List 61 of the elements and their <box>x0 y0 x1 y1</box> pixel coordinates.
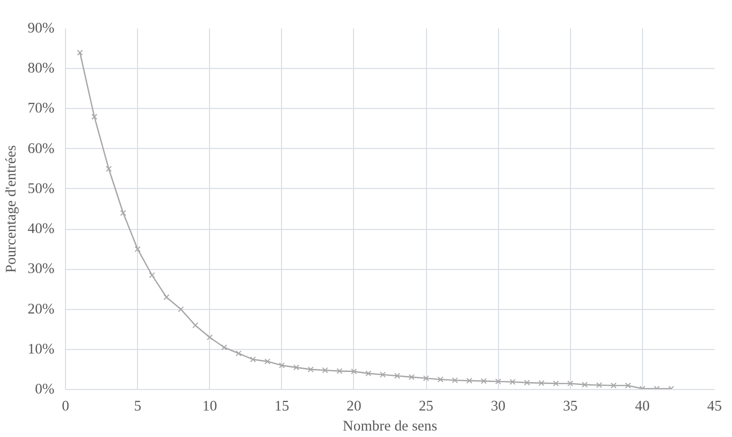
point <box>192 322 198 328</box>
point <box>236 350 242 356</box>
point <box>495 378 502 384</box>
y-tick-label: 80% <box>28 60 55 77</box>
point <box>394 372 400 379</box>
x-tick-label: 35 <box>562 398 578 414</box>
point <box>624 382 631 388</box>
point <box>596 382 602 388</box>
point <box>423 375 430 382</box>
point <box>350 368 357 374</box>
point <box>408 374 415 380</box>
point <box>134 246 141 252</box>
point <box>106 166 112 172</box>
point <box>610 382 617 388</box>
point <box>250 356 256 362</box>
point <box>278 362 285 368</box>
point <box>538 380 544 386</box>
point <box>452 377 458 384</box>
x-tick-label: 0 <box>62 398 70 414</box>
y-tick-label: 40% <box>28 221 55 238</box>
point <box>552 380 559 386</box>
y-tick-label: 70% <box>28 100 55 117</box>
x-axis-title: Nombre de sens <box>342 418 438 434</box>
point <box>322 367 328 374</box>
x-tick-label: 5 <box>134 398 142 414</box>
y-tick-label: 0% <box>34 382 55 398</box>
x-tick-label: 30 <box>490 398 506 414</box>
point <box>178 306 184 312</box>
point <box>91 114 98 120</box>
x-tick-label: 10 <box>202 398 218 414</box>
y-tick-label: 10% <box>28 341 55 358</box>
point <box>510 378 516 385</box>
point <box>308 366 314 372</box>
point <box>76 50 83 56</box>
point <box>264 358 270 364</box>
point <box>149 272 156 278</box>
x-tick-label: 40 <box>635 398 650 414</box>
x-tick-label: 20 <box>346 398 362 414</box>
point <box>524 380 530 386</box>
point <box>365 370 372 376</box>
x-tick-label: 15 <box>274 398 290 414</box>
y-tick-label: 20% <box>28 301 55 318</box>
point <box>582 382 588 388</box>
point <box>466 378 472 384</box>
point <box>336 368 342 374</box>
point <box>206 334 213 340</box>
point <box>120 210 126 216</box>
point <box>293 364 300 370</box>
point <box>163 294 170 300</box>
point <box>480 378 487 384</box>
point <box>380 372 386 378</box>
y-tick-label: 60% <box>28 140 55 157</box>
y-tick-label: 30% <box>28 261 55 278</box>
x-tick-label: 45 <box>707 398 722 414</box>
point <box>567 380 574 386</box>
point <box>221 344 228 350</box>
y-axis-title: Pourcentage d'entrées <box>4 144 20 273</box>
y-tick-label: 50% <box>28 180 55 197</box>
x-tick-label: 25 <box>418 398 434 414</box>
y-tick-label: 90% <box>28 20 55 36</box>
point <box>438 376 444 382</box>
